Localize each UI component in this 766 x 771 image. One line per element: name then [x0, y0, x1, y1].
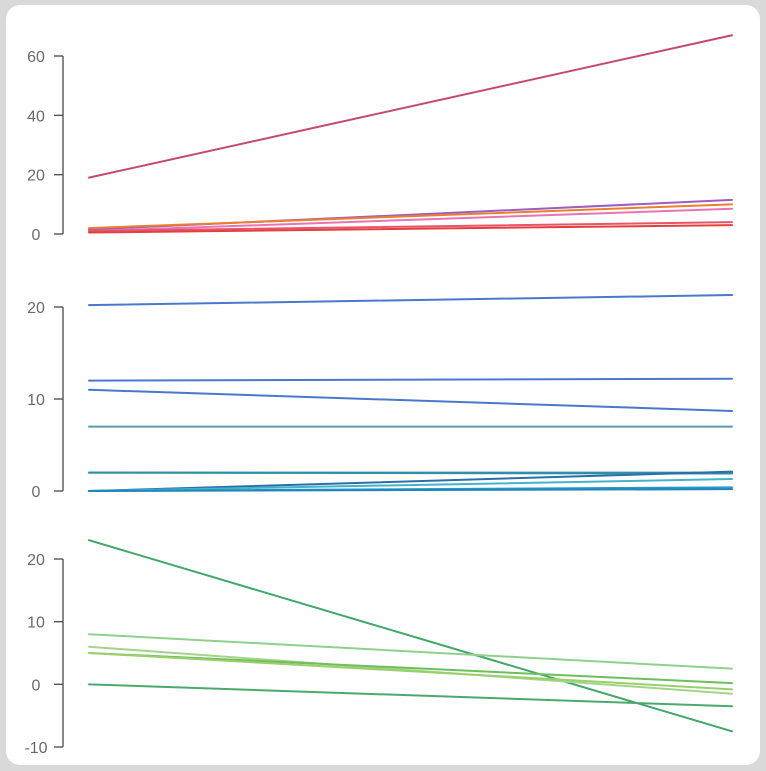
series-line [88, 488, 733, 492]
y-tick-label: 20 [27, 168, 45, 185]
y-tick-label: 10 [27, 615, 45, 632]
y-tick-label: 0 [32, 484, 41, 501]
y-tick-label: 20 [27, 300, 45, 317]
series-line [88, 224, 733, 234]
series-line [88, 652, 733, 685]
chart-frame: 0 20 40 60 0 10 20 -10 0 10 20 [6, 5, 760, 765]
y-tick-label: 60 [27, 49, 45, 66]
series-line [88, 478, 733, 492]
series-line [88, 633, 733, 670]
series-line [88, 388, 733, 412]
series-line [88, 34, 733, 179]
series-line [88, 471, 733, 475]
chart-svg: 0 20 40 60 0 10 20 -10 0 10 20 [24, 34, 733, 757]
y-tick-label: 10 [27, 392, 45, 409]
series-line [88, 683, 733, 708]
series-line [88, 221, 733, 233]
series-line [88, 470, 733, 492]
series-line [88, 207, 733, 233]
series-line [88, 539, 733, 733]
y-tick-label: -10 [24, 740, 47, 757]
y-tick-label: 40 [27, 108, 45, 125]
y-tick-label: 20 [27, 552, 45, 569]
series-line [88, 294, 733, 307]
series-line [88, 652, 733, 691]
series-line [88, 203, 733, 230]
y-tick-label: 0 [32, 677, 41, 694]
y-tick-label: 0 [32, 227, 41, 244]
series-line [88, 377, 733, 382]
